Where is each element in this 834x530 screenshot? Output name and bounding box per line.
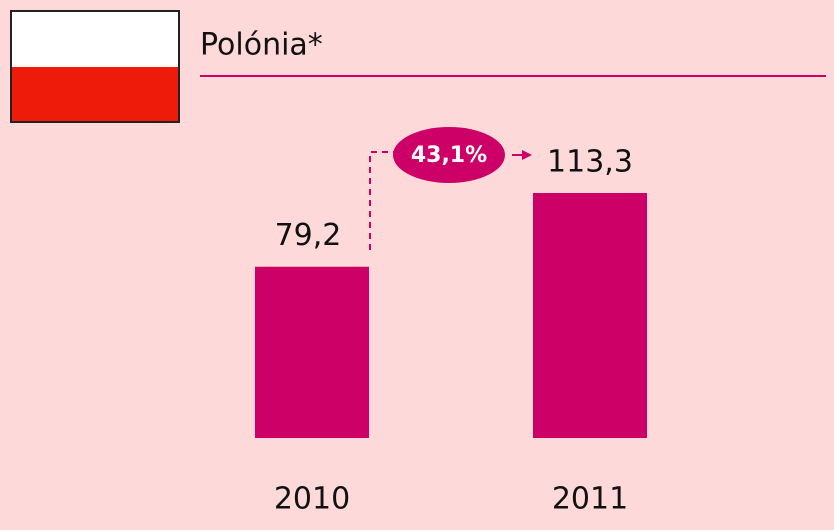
growth-label: 43,1% [411,143,487,168]
value-label: 113,3 [547,145,633,180]
x-tick-label: 2010 [274,482,350,517]
growth-badge [393,127,505,183]
x-tick-label: 2011 [552,482,628,517]
chart-title: Polónia* [200,28,323,63]
flag-red [11,67,179,122]
flag [10,10,180,123]
growth-connector [369,151,395,250]
value-label: 79,2 [275,218,342,253]
bar [533,193,647,438]
bar [255,266,369,438]
flag-border [10,10,180,123]
flag-white [11,11,179,67]
growth-arrowhead [522,150,532,160]
